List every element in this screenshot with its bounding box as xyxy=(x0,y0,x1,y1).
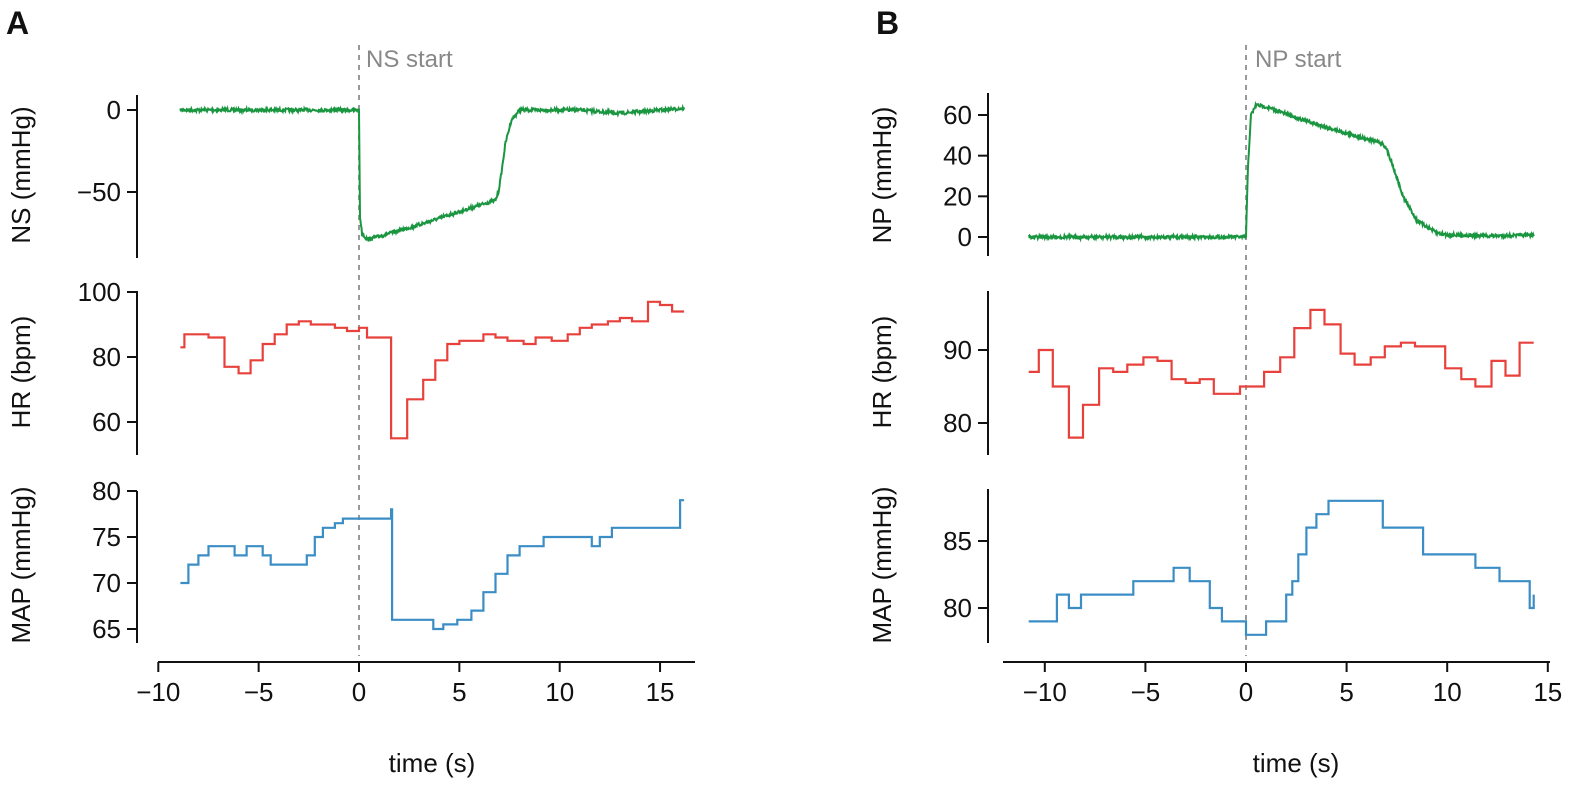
y-label-hr-a: HR (bpm) xyxy=(6,316,36,429)
x-tick-label-b-5: 15 xyxy=(1533,677,1562,707)
y-tick-label-ns-a-0: 0 xyxy=(107,95,121,125)
series-hr-b xyxy=(1028,308,1534,439)
y-label-map-a: MAP (mmHg) xyxy=(6,487,36,644)
y-label-ns: NS (mmHg) xyxy=(6,106,36,243)
series-map-b xyxy=(1028,499,1535,636)
y-tick-label-hr-a-0: 100 xyxy=(78,277,121,307)
x-label-b: time (s) xyxy=(1253,748,1340,778)
y-tick-label-ns-a-1: −50 xyxy=(77,177,121,207)
y-tick-label-hr-a-2: 60 xyxy=(92,407,121,437)
x-tick-label-b-3: 5 xyxy=(1339,677,1353,707)
y-tick-label-np-b-0: 60 xyxy=(943,100,972,130)
series-hr-a xyxy=(180,300,685,440)
y-tick-label-hr-b-1: 80 xyxy=(943,408,972,438)
y-tick-label-map-a-2: 70 xyxy=(92,568,121,598)
y-tick-label-hr-a-1: 80 xyxy=(92,342,121,372)
x-tick-label-a-4: 10 xyxy=(545,677,574,707)
panel-a: A NS start NS (mmHg) HR (bpm) MAP (mmHg)… xyxy=(6,5,475,778)
panel-letter-b: B xyxy=(876,5,899,41)
panel-letter-a: A xyxy=(6,5,29,41)
x-tick-label-a-2: 0 xyxy=(352,677,366,707)
y-label-np: NP (mmHg) xyxy=(867,107,897,244)
series-map-a xyxy=(180,499,685,631)
y-tick-label-map-a-0: 80 xyxy=(92,476,121,506)
series-np-b xyxy=(1027,100,1535,243)
y-tick-label-np-b-1: 40 xyxy=(943,141,972,171)
x-label-a: time (s) xyxy=(389,748,476,778)
y-tick-label-map-b-1: 80 xyxy=(943,593,972,623)
x-tick-label-b-2: 0 xyxy=(1239,677,1253,707)
x-tick-label-a-3: 5 xyxy=(452,677,466,707)
x-tick-label-a-5: 15 xyxy=(646,677,675,707)
x-tick-label-a-0: −10 xyxy=(136,677,180,707)
series-ns-a xyxy=(179,103,686,242)
x-tick-label-b-0: −10 xyxy=(1023,677,1067,707)
y-tick-label-hr-b-0: 90 xyxy=(943,335,972,365)
panel-b: B NP start NP (mmHg) HR (bpm) MAP (mmHg)… xyxy=(867,5,1342,778)
x-tick-label-b-4: 10 xyxy=(1433,677,1462,707)
y-tick-label-np-b-3: 0 xyxy=(958,222,972,252)
marker-label-b: NP start xyxy=(1255,46,1342,73)
y-label-map-b: MAP (mmHg) xyxy=(867,487,897,644)
x-tick-label-b-1: −5 xyxy=(1131,677,1161,707)
y-tick-label-map-b-0: 85 xyxy=(943,526,972,556)
x-tick-label-a-1: −5 xyxy=(244,677,274,707)
marker-label-a: NS start xyxy=(366,46,453,73)
y-tick-label-np-b-2: 20 xyxy=(943,181,972,211)
y-label-hr-b: HR (bpm) xyxy=(867,316,897,429)
y-tick-label-map-a-1: 75 xyxy=(92,522,121,552)
y-tick-label-map-a-3: 65 xyxy=(92,614,121,644)
